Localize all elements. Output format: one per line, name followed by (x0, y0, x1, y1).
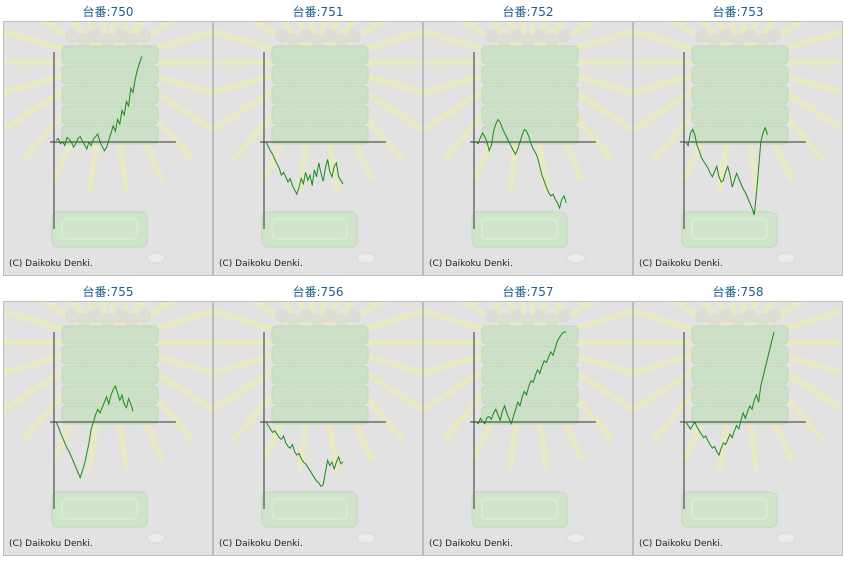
machine-chart-2: 台番:752 (C) Daikoku Denki. (423, 0, 633, 280)
chart-panel: (C) Daikoku Denki. (213, 301, 423, 556)
chart-svg (424, 22, 632, 264)
machine-chart-5: 台番:756 (C) Daikoku Denki. (213, 280, 423, 560)
machine-illustration (424, 22, 632, 264)
series-line (685, 331, 775, 457)
chart-title[interactable]: 台番:755 (82, 285, 134, 299)
series-line (55, 56, 143, 152)
chart-svg (214, 22, 422, 264)
machine-illustration (424, 302, 632, 544)
copyright-text: (C) Daikoku Denki. (639, 539, 723, 549)
chart-panel: (C) Daikoku Denki. (633, 21, 843, 276)
chart-panel: (C) Daikoku Denki. (3, 301, 213, 556)
machine-chart-4: 台番:755 (C) Daikoku Denki. (3, 280, 213, 560)
series-line (685, 126, 768, 216)
chart-svg (4, 22, 212, 264)
series-line (475, 118, 567, 210)
copyright-text: (C) Daikoku Denki. (639, 259, 723, 269)
copyright-text: (C) Daikoku Denki. (9, 259, 93, 269)
series-line (475, 331, 567, 426)
chart-title[interactable]: 台番:751 (292, 5, 344, 19)
chart-panel: (C) Daikoku Denki. (213, 21, 423, 276)
machine-illustration (214, 22, 422, 264)
machine-illustration (4, 22, 212, 264)
chart-svg (634, 302, 842, 544)
chart-panel: (C) Daikoku Denki. (423, 301, 633, 556)
chart-panel: (C) Daikoku Denki. (3, 21, 213, 276)
chart-title[interactable]: 台番:757 (502, 285, 554, 299)
series-line (265, 141, 344, 196)
machine-illustration (214, 302, 422, 544)
machine-chart-0: 台番:750 (C) Daikoku Denki. (3, 0, 213, 280)
machine-illustration (4, 302, 212, 544)
machine-chart-3: 台番:753 (C) Daikoku Denki. (633, 0, 843, 280)
chart-svg (634, 22, 842, 264)
copyright-text: (C) Daikoku Denki. (219, 259, 303, 269)
chart-svg (424, 302, 632, 544)
machine-illustration (634, 22, 842, 264)
machine-chart-1: 台番:751 (C) Daikoku Denki. (213, 0, 423, 280)
copyright-text: (C) Daikoku Denki. (219, 539, 303, 549)
chart-title[interactable]: 台番:758 (712, 285, 764, 299)
chart-title[interactable]: 台番:752 (502, 5, 554, 19)
chart-title[interactable]: 台番:753 (712, 5, 764, 19)
chart-panel: (C) Daikoku Denki. (633, 301, 843, 556)
machine-illustration (634, 302, 842, 544)
chart-title[interactable]: 台番:756 (292, 285, 344, 299)
chart-title[interactable]: 台番:750 (82, 5, 134, 19)
chart-svg (4, 302, 212, 544)
chart-svg (214, 302, 422, 544)
machine-chart-7: 台番:758 (C) Daikoku Denki. (633, 280, 843, 560)
series-line (55, 384, 134, 480)
machine-chart-6: 台番:757 (C) Daikoku Denki. (423, 280, 633, 560)
copyright-text: (C) Daikoku Denki. (429, 259, 513, 269)
copyright-text: (C) Daikoku Denki. (9, 539, 93, 549)
chart-panel: (C) Daikoku Denki. (423, 21, 633, 276)
copyright-text: (C) Daikoku Denki. (429, 539, 513, 549)
series-line (265, 421, 344, 488)
